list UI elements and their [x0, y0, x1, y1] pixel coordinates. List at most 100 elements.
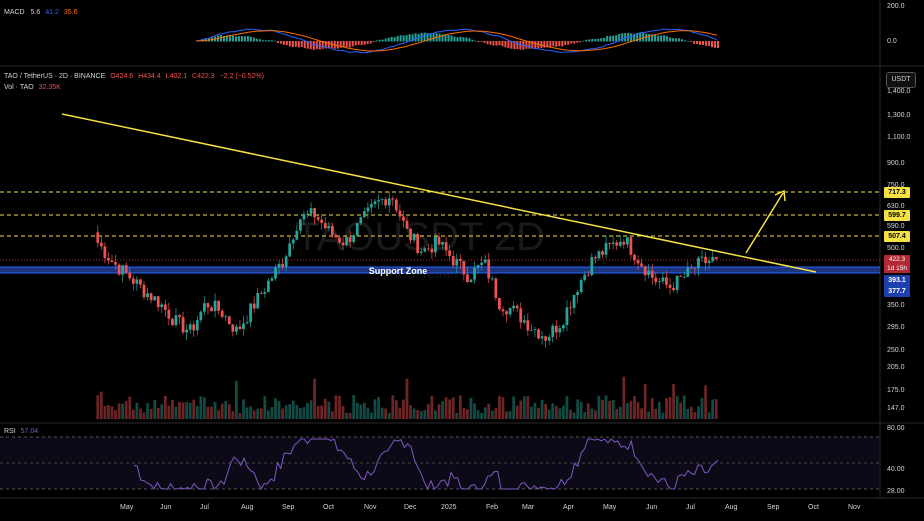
candle-body[interactable] [110, 260, 114, 263]
candle-body[interactable] [313, 208, 316, 218]
candle-body[interactable] [547, 336, 551, 341]
candle-body[interactable] [665, 277, 668, 285]
candle-body[interactable] [167, 309, 171, 319]
candle-body[interactable] [270, 278, 274, 281]
candle-body[interactable] [149, 293, 153, 301]
candle-body[interactable] [355, 223, 359, 236]
candle-body[interactable] [711, 256, 715, 261]
candle-body[interactable] [380, 199, 384, 201]
candle-body[interactable] [362, 211, 366, 218]
symbol-header[interactable]: TAO / TetherUS · 2D · BINANCE O424.6 H43… [4, 73, 264, 80]
candle-body[interactable] [675, 275, 679, 291]
candle-body[interactable] [117, 264, 121, 275]
candle-body[interactable] [654, 277, 658, 283]
candle-body[interactable] [647, 270, 651, 276]
candle-body[interactable] [625, 237, 629, 245]
candle-body[interactable] [274, 267, 277, 279]
candle-body[interactable] [469, 279, 473, 283]
candle-body[interactable] [558, 328, 562, 333]
candle-body[interactable] [540, 336, 544, 339]
candle-body[interactable] [224, 316, 228, 318]
candle-body[interactable] [192, 324, 196, 331]
volume-header[interactable]: Vol · TAO 32.35K [4, 84, 61, 91]
candle-body[interactable] [537, 329, 540, 339]
candle-body[interactable] [586, 274, 590, 276]
candle-body[interactable] [256, 293, 260, 309]
candle-body[interactable] [263, 291, 267, 294]
candle-body[interactable] [199, 311, 203, 321]
candle-body[interactable] [181, 317, 185, 333]
candle-body[interactable] [515, 305, 519, 309]
candle-body[interactable] [473, 267, 476, 280]
candle-body[interactable] [508, 308, 512, 315]
candle-body[interactable] [430, 248, 434, 253]
candle-body[interactable] [291, 239, 295, 244]
candle-body[interactable] [139, 279, 142, 285]
candle-body[interactable] [650, 270, 654, 278]
candle-body[interactable] [579, 279, 583, 293]
candle-body[interactable] [156, 296, 160, 308]
candle-body[interactable] [259, 293, 263, 294]
candle-body[interactable] [554, 325, 558, 333]
price-tag-507[interactable]: 507.4 [884, 231, 910, 242]
candle-body[interactable] [171, 318, 174, 326]
candle-body[interactable] [700, 256, 704, 258]
candle-body[interactable] [544, 336, 547, 341]
candle-body[interactable] [277, 263, 281, 268]
candle-body[interactable] [195, 320, 199, 331]
candle-body[interactable] [498, 297, 501, 310]
candle-body[interactable] [519, 308, 523, 323]
candle-body[interactable] [615, 242, 619, 246]
candle-body[interactable] [405, 220, 409, 229]
candle-body[interactable] [217, 300, 220, 311]
candle-body[interactable] [604, 243, 608, 255]
support-zone-band[interactable] [0, 267, 880, 273]
candle-body[interactable] [583, 274, 587, 280]
candle-body[interactable] [96, 232, 100, 243]
price-tag-717[interactable]: 717.3 [884, 187, 910, 198]
candle-body[interactable] [668, 284, 672, 288]
candlesticks[interactable] [96, 191, 718, 348]
candle-body[interactable] [426, 248, 430, 250]
candle-body[interactable] [657, 281, 661, 283]
candle-body[interactable] [565, 307, 569, 326]
candle-body[interactable] [306, 213, 309, 215]
candle-body[interactable] [594, 257, 597, 259]
candle-body[interactable] [188, 324, 192, 330]
candle-body[interactable] [203, 303, 206, 312]
candle-body[interactable] [387, 198, 391, 206]
candle-body[interactable] [483, 259, 487, 263]
candle-body[interactable] [455, 258, 459, 266]
candle-body[interactable] [530, 330, 533, 331]
candle-body[interactable] [434, 236, 437, 253]
candle-body[interactable] [562, 325, 565, 329]
candle-body[interactable] [437, 236, 441, 245]
candle-body[interactable] [128, 272, 132, 279]
candle-body[interactable] [146, 293, 149, 298]
candle-body[interactable] [512, 305, 516, 309]
candle-body[interactable] [526, 320, 530, 331]
candle-body[interactable] [366, 207, 370, 212]
candle-body[interactable] [370, 204, 373, 208]
candle-body[interactable] [298, 219, 302, 231]
candle-body[interactable] [597, 251, 601, 259]
candle-body[interactable] [394, 199, 398, 211]
candle-body[interactable] [288, 243, 292, 257]
candle-body[interactable] [231, 324, 235, 332]
candle-body[interactable] [533, 329, 537, 331]
candle-body[interactable] [501, 309, 505, 312]
candle-body[interactable] [99, 242, 103, 247]
macd-header[interactable]: MACD 5.6 41.2 35.6 [4, 9, 77, 16]
candle-body[interactable] [686, 267, 690, 277]
candle-body[interactable] [309, 208, 313, 214]
candle-body[interactable] [682, 276, 686, 278]
candle-body[interactable] [441, 242, 444, 245]
candle-body[interactable] [320, 219, 324, 223]
candle-body[interactable] [124, 265, 128, 273]
candle-body[interactable] [238, 326, 242, 329]
candle-body[interactable] [522, 320, 526, 323]
candle-body[interactable] [458, 258, 462, 262]
rsi-header[interactable]: RSI 57.04 [4, 428, 38, 435]
candle-body[interactable] [352, 235, 356, 243]
candle-body[interactable] [284, 256, 288, 267]
